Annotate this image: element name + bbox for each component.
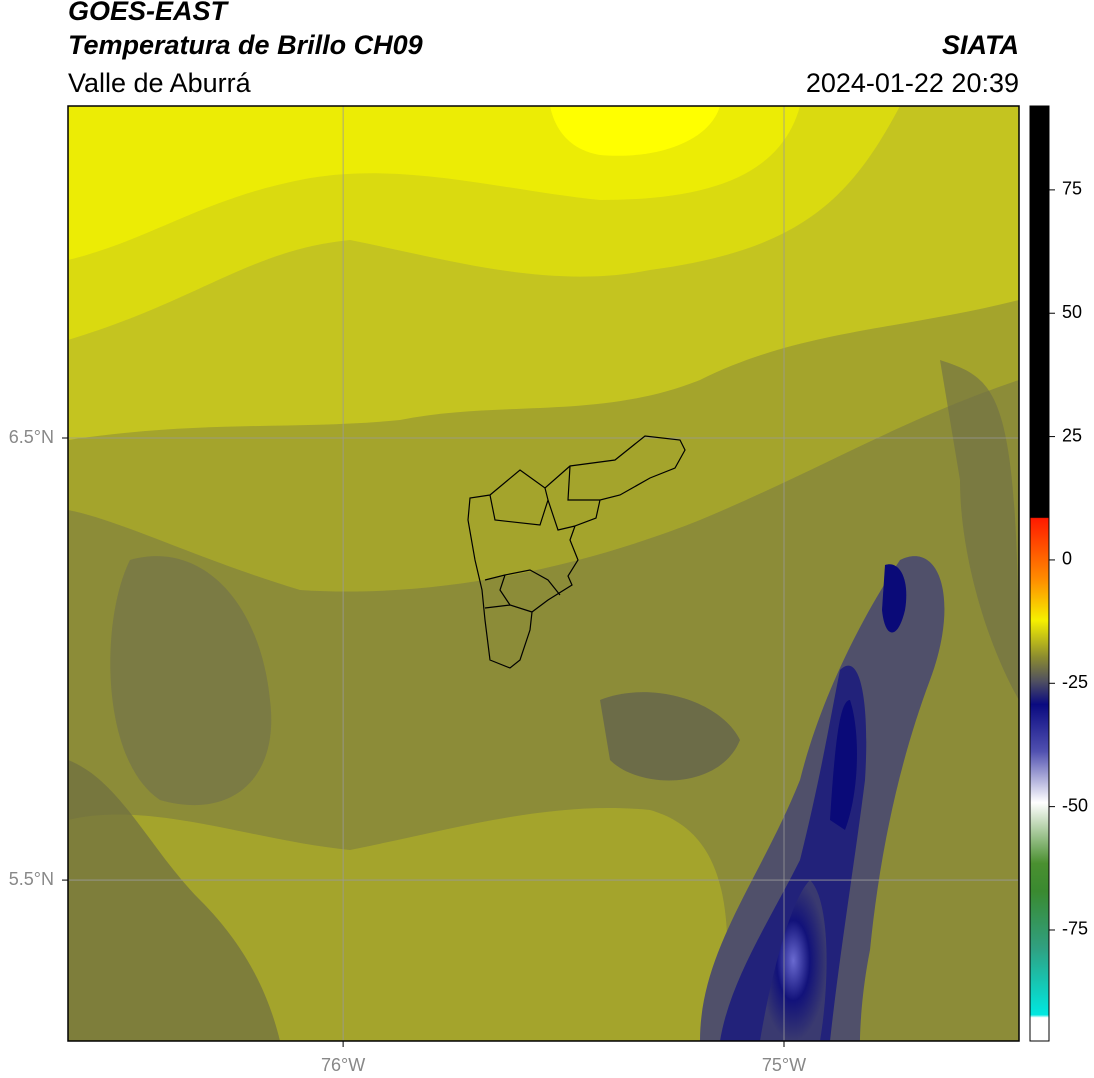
source: SIATA	[942, 30, 1019, 60]
region: Valle de Aburrá	[68, 68, 252, 98]
colorbar-tick-label: -25	[1062, 672, 1088, 692]
colorbar-tick-label: -50	[1062, 795, 1088, 815]
datetime: 2024-01-22 20:39	[806, 68, 1019, 98]
ticks: 76°W 75°W 6.5°N 5.5°N 75 50 25 0 -25 -50 -75	[9, 179, 1088, 1075]
colorbar	[1029, 105, 1050, 1042]
x-tick-label: 75°W	[762, 1055, 806, 1075]
colorbar-tick-label: 25	[1062, 425, 1082, 445]
y-tick-label: 5.5°N	[9, 869, 54, 889]
colorbar-tick-label: -75	[1062, 919, 1088, 939]
subtitle: Temperatura de Brillo CH09	[68, 30, 423, 60]
brightness-field	[68, 106, 1019, 1041]
title: GOES-EAST	[68, 0, 230, 26]
graticule	[68, 106, 1019, 1041]
y-tick-label: 6.5°N	[9, 427, 54, 447]
map-frame	[67, 105, 1020, 1042]
colorbar-tick-label: 75	[1062, 179, 1082, 199]
colorbar-tick-label: 50	[1062, 302, 1082, 322]
x-tick-label: 76°W	[321, 1055, 365, 1075]
municipality-boundaries	[467, 435, 686, 669]
colorbar-tick-label: 0	[1062, 549, 1072, 569]
